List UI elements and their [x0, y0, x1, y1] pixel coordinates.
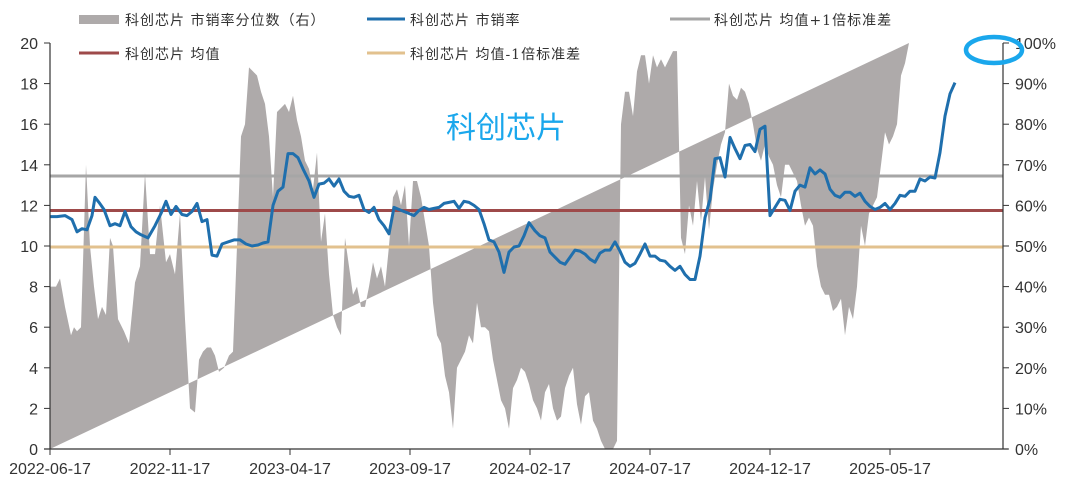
- right-tick-label: 70%: [1015, 158, 1047, 175]
- legend-item-minus1: 科创芯片 均值-1倍标准差: [367, 47, 581, 63]
- left-tick-label: 14: [20, 158, 38, 175]
- left-tick-label: 8: [29, 280, 38, 297]
- right-tick-label: 10%: [1015, 401, 1047, 418]
- legend-item-percentile: 科创芯片 市销率分位数（右）: [79, 12, 325, 29]
- right-tick-label: 20%: [1015, 361, 1047, 378]
- legend-swatch-area: [79, 15, 119, 24]
- left-tick-label: 12: [20, 198, 38, 215]
- x-tick-label: 2023-09-17: [369, 461, 451, 478]
- legend-label: 科创芯片 均值: [125, 47, 220, 63]
- legend-item-ps: 科创芯片 市销率: [367, 12, 520, 29]
- left-tick-label: 18: [20, 77, 38, 94]
- chart-annotation: 科创芯片: [446, 111, 566, 146]
- left-tick-label: 0: [29, 442, 38, 459]
- legend-label: 科创芯片 市销率: [410, 12, 520, 29]
- x-tick-label: 2024-02-17: [489, 461, 571, 478]
- right-tick-label: 100%: [1015, 36, 1056, 53]
- x-tick-label: 2025-05-17: [849, 461, 931, 478]
- right-tick-label: 50%: [1015, 239, 1047, 256]
- x-tick-label: 2022-06-17: [9, 461, 91, 478]
- right-tick-label: 80%: [1015, 117, 1047, 134]
- ps-ratio-line: [50, 81, 957, 281]
- legend-item-plus1: 科创芯片 均值+1倍标准差: [670, 13, 892, 29]
- left-tick-label: 6: [29, 320, 38, 337]
- x-tick-label: 2023-04-17: [249, 461, 331, 478]
- x-tick-label: 2024-12-17: [729, 461, 811, 478]
- legend-label: 科创芯片 均值+1倍标准差: [714, 13, 892, 29]
- left-tick-label: 20: [20, 36, 38, 53]
- legend-label: 科创芯片 均值-1倍标准差: [410, 47, 581, 63]
- left-axis-ticks: 0 2 4 6 8 10 12 14 16 18 20: [20, 36, 50, 459]
- right-tick-label: 30%: [1015, 320, 1047, 337]
- legend-label: 科创芯片 市销率分位数（右）: [125, 12, 325, 29]
- x-tick-label: 2024-07-17: [609, 461, 691, 478]
- legend: 科创芯片 市销率分位数（右） 科创芯片 市销率 科创芯片 均值+1倍标准差 科创…: [79, 12, 892, 63]
- left-tick-label: 16: [20, 117, 38, 134]
- right-tick-label: 0%: [1015, 442, 1038, 459]
- left-tick-label: 10: [20, 239, 38, 256]
- x-axis-ticks: 2022-06-17 2022-11-17 2023-04-17 2023-09-17…: [9, 449, 931, 478]
- left-tick-label: 2: [29, 401, 38, 418]
- legend-item-mean: 科创芯片 均值: [79, 47, 220, 63]
- right-tick-label: 90%: [1015, 77, 1047, 94]
- right-tick-label: 60%: [1015, 198, 1047, 215]
- right-tick-label: 40%: [1015, 280, 1047, 297]
- x-tick-label: 2022-11-17: [130, 461, 211, 478]
- right-axis-ticks: 0% 10% 20% 30% 40% 50% 60% 70% 80% 90% 100%: [1003, 36, 1056, 459]
- highlight-circle: [963, 34, 1025, 66]
- left-tick-label: 4: [29, 361, 38, 378]
